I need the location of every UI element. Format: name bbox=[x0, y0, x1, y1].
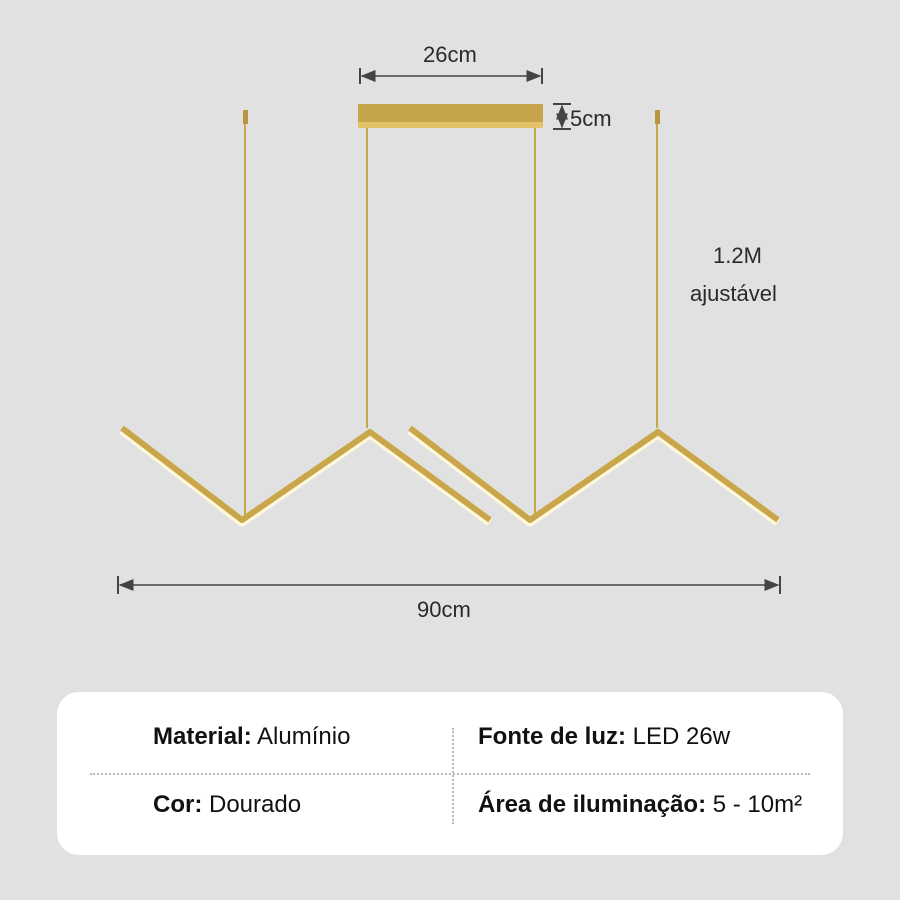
spec-material: Material: Alumínio bbox=[153, 723, 350, 751]
total-width-dimension bbox=[117, 576, 781, 594]
horizontal-divider bbox=[90, 773, 810, 775]
spec-value: Alumínio bbox=[257, 723, 351, 750]
spec-label: Cor: bbox=[153, 791, 203, 818]
spec-lighting-area: Área de iluminação: 5 - 10m² bbox=[478, 791, 802, 819]
canopy-width-dimension bbox=[359, 68, 543, 84]
canopy-width-label: 26cm bbox=[423, 42, 477, 67]
spec-value: LED 26w bbox=[632, 723, 731, 750]
cable-adjustable-label: ajustável bbox=[690, 281, 777, 306]
canopy-height-dimension bbox=[553, 103, 571, 130]
spec-color: Cor: Dourado bbox=[153, 791, 301, 819]
spec-value: 5 - 10m² bbox=[712, 791, 803, 818]
vertical-divider bbox=[452, 728, 454, 824]
total-width-label: 90cm bbox=[417, 597, 471, 622]
canopy-height-label: 5cm bbox=[570, 106, 612, 131]
cable-length-label: 1.2M bbox=[713, 243, 762, 268]
led-bars bbox=[119, 425, 781, 527]
spec-label: Fonte de luz: bbox=[478, 723, 626, 750]
spec-label: Área de iluminação: bbox=[478, 791, 707, 818]
suspension-cables bbox=[244, 120, 658, 517]
spec-value: Dourado bbox=[209, 791, 302, 818]
canopy bbox=[358, 104, 543, 124]
spec-light-source: Fonte de luz: LED 26w bbox=[478, 723, 730, 751]
specs-card: Material: Alumínio Fonte de luz: LED 26w… bbox=[57, 692, 843, 855]
spec-label: Material: bbox=[153, 723, 252, 750]
